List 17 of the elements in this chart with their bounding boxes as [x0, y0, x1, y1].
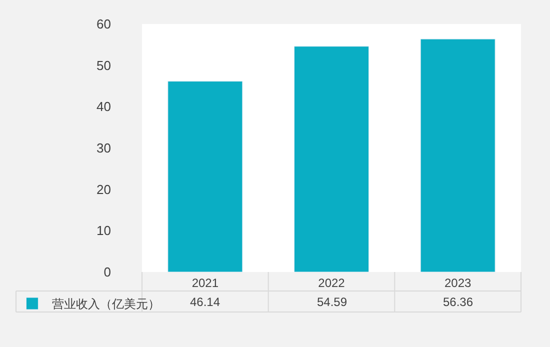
y-tick-label: 20	[96, 182, 111, 197]
x-tick-label: 2023	[444, 276, 472, 290]
data-label: 56.36	[443, 295, 474, 309]
x-tick-label: 2021	[192, 276, 219, 290]
data-label: 54.59	[317, 295, 348, 309]
legend-label: 营业收入（亿美元）	[52, 297, 160, 312]
bar	[294, 46, 370, 272]
y-tick-label: 40	[96, 99, 111, 114]
data-label: 46.14	[190, 295, 220, 309]
bar	[420, 38, 496, 272]
y-tick-label: 30	[96, 140, 111, 156]
y-tick-label: 10	[96, 223, 111, 238]
y-tick-label: 0	[104, 264, 111, 280]
y-tick-label: 50	[96, 58, 111, 73]
x-tick-label: 2022	[318, 276, 346, 290]
bar	[168, 81, 243, 272]
y-tick-label: 60	[96, 16, 111, 32]
